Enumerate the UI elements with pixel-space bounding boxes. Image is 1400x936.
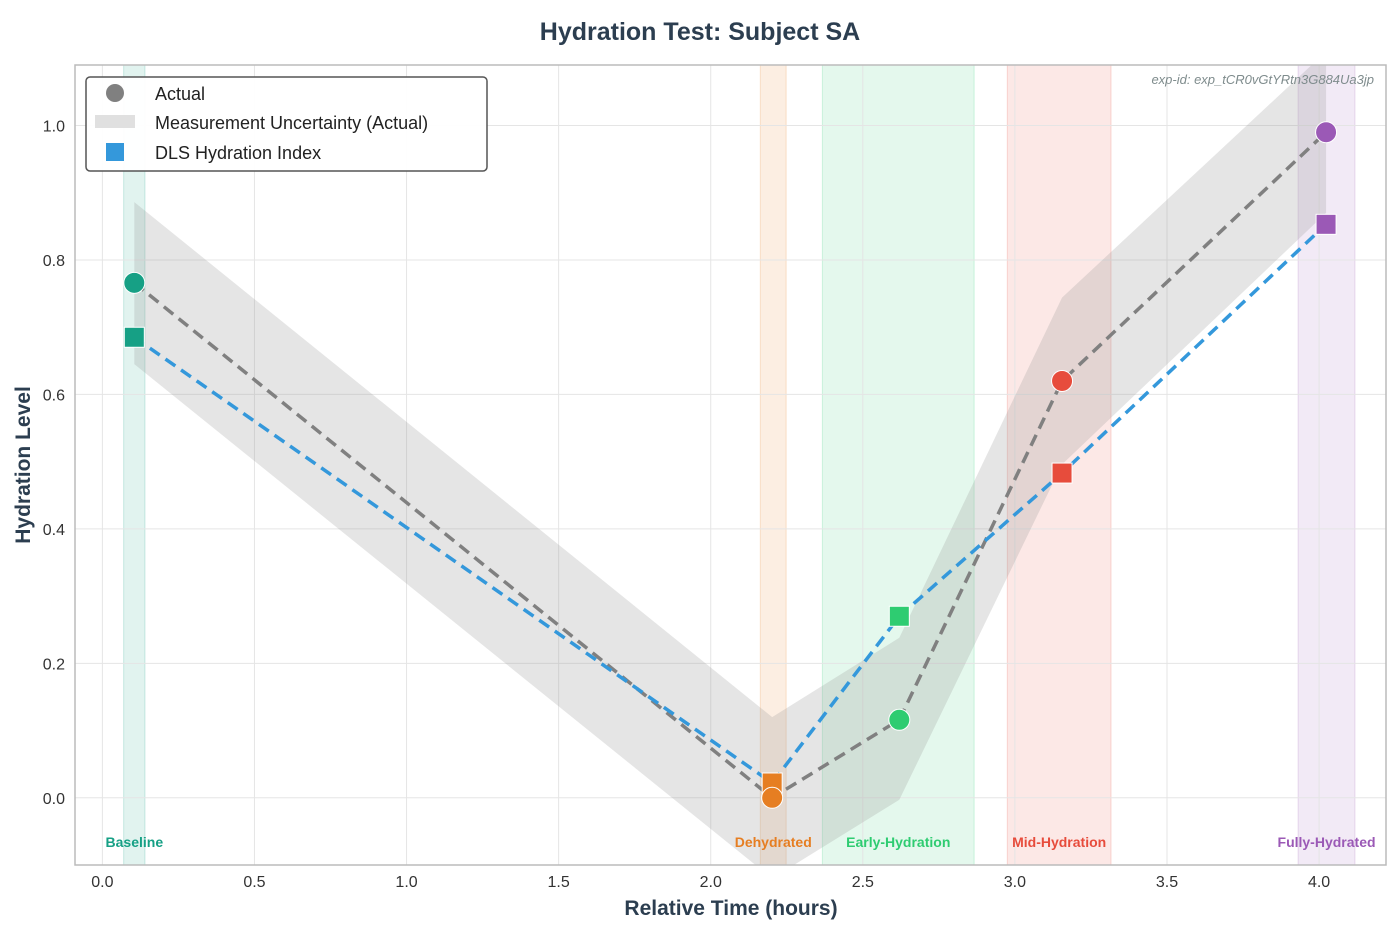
y-tick-label: 0.4	[43, 522, 65, 539]
exp-id-annotation: exp-id: exp_tCR0vGtYRtn3G884Ua3jp	[1151, 72, 1374, 87]
legend-band-icon	[95, 115, 135, 128]
phase-region-baseline	[123, 64, 146, 866]
dls-point	[1051, 462, 1073, 484]
y-tick-label: 0.6	[43, 387, 65, 404]
x-tick-label: 0.5	[243, 874, 265, 891]
x-tick-label: 1.0	[395, 874, 417, 891]
legend-square-icon	[106, 143, 124, 161]
y-tick-label: 0.2	[43, 656, 65, 673]
legend: Actual Measurement Uncertainty (Actual) …	[85, 76, 488, 172]
x-tick-label: 2.0	[700, 874, 722, 891]
phase-label: Dehydrated	[735, 834, 812, 850]
y-tick-label: 0.0	[43, 791, 65, 808]
x-tick-label: 3.0	[1004, 874, 1026, 891]
actual-point	[1051, 369, 1074, 392]
x-tick-label: 1.5	[548, 874, 570, 891]
plot-frame	[74, 64, 1387, 866]
y-tick-label: 1.0	[43, 119, 65, 136]
phase-region-dehydrated	[759, 64, 787, 866]
phase-label: Mid-Hydration	[1012, 834, 1106, 850]
phase-label: Early-Hydration	[846, 834, 950, 850]
legend-dls: DLS Hydration Index	[155, 143, 321, 163]
x-tick-label: 3.5	[1156, 874, 1178, 891]
phase-label: Baseline	[106, 834, 164, 850]
actual-point	[888, 708, 911, 731]
x-tick-label: 2.5	[852, 874, 874, 891]
uncertainty-band	[134, 65, 1327, 865]
legend-circle-icon	[106, 84, 124, 102]
actual-point	[1315, 121, 1338, 144]
chart-title: Hydration Test: Subject SA	[540, 18, 860, 46]
x-tick-label: 4.0	[1308, 874, 1330, 891]
actual-point	[761, 786, 784, 809]
dls-point	[888, 605, 910, 627]
x-axis-label: Relative Time (hours)	[624, 897, 837, 920]
series-line-dls	[133, 223, 1328, 786]
dls-point	[123, 326, 145, 348]
x-tick-label: 0.0	[91, 874, 113, 891]
phase-region-early-hydration	[821, 64, 975, 866]
phase-label: Fully-Hydrated	[1278, 834, 1376, 850]
legend-box	[85, 76, 488, 172]
phase-region-fully-hydrated	[1297, 64, 1356, 866]
y-tick-label: 0.8	[43, 253, 65, 270]
series-line-actual	[133, 130, 1328, 800]
actual-point	[123, 271, 146, 294]
dls-point	[1315, 213, 1337, 235]
legend-uncertainty: Measurement Uncertainty (Actual)	[155, 113, 428, 133]
legend-actual: Actual	[155, 84, 205, 104]
y-axis-label: Hydration Level	[12, 386, 35, 544]
